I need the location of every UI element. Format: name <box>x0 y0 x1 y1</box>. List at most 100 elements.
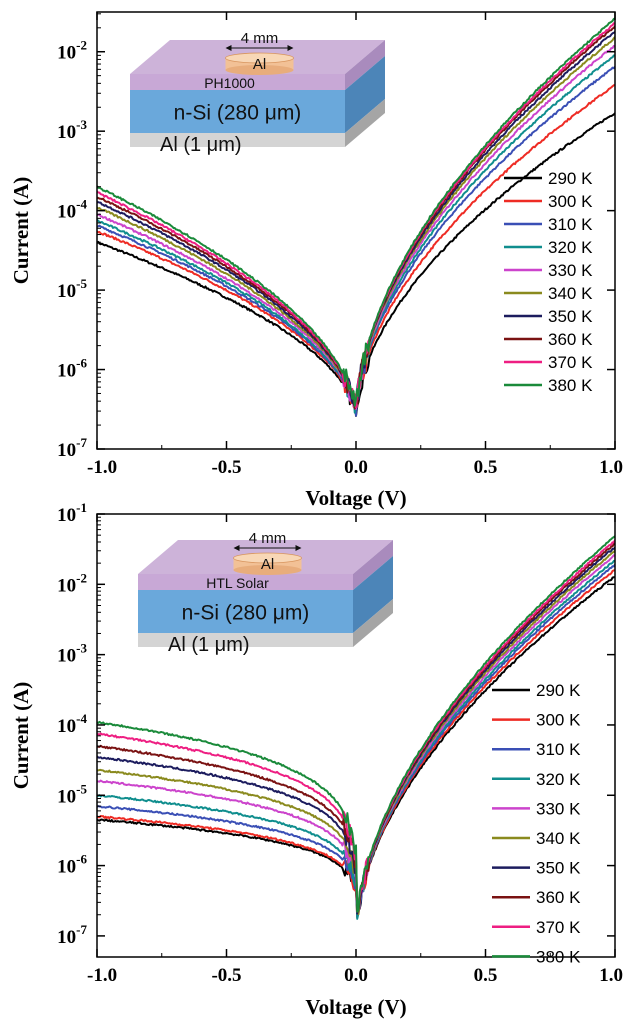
y-tick-exp: -3 <box>76 641 87 656</box>
x-tick-label: 0.0 <box>344 965 368 986</box>
y-tick-exp: -2 <box>76 570 87 585</box>
bottom-contact-label: Al (1 μm) <box>168 634 250 656</box>
y-tick-base: 10 <box>57 927 76 948</box>
x-tick-label: -0.5 <box>211 457 241 478</box>
y-tick-base: 10 <box>57 646 76 667</box>
y-tick-base: 10 <box>57 43 76 64</box>
y-tick-label: 10-3 <box>57 641 87 667</box>
y-tick-label: 10-1 <box>57 500 87 526</box>
y-tick-exp: -7 <box>76 922 87 937</box>
x-axis-title: Voltage (V) <box>305 995 406 1019</box>
y-tick-base: 10 <box>57 202 76 223</box>
device-al-side <box>353 599 393 647</box>
y-tick-exp: -5 <box>76 781 87 796</box>
y-tick-exp: -7 <box>76 435 87 450</box>
electrode-label: Al <box>261 556 274 573</box>
electrode-label: Al <box>253 56 266 73</box>
y-tick-label: 10-6 <box>57 356 87 382</box>
legend-entry: 340 K <box>548 284 593 303</box>
device-layer-side <box>353 540 393 590</box>
legend-entry: 350 K <box>536 859 581 878</box>
device-layer-front <box>130 74 345 90</box>
series-group <box>97 17 615 417</box>
substrate-label: n-Si (280 μm) <box>174 102 302 125</box>
y-axis-title: Current (A) <box>9 177 33 285</box>
device-substrate-side <box>353 556 393 633</box>
substrate-label: n-Si (280 μm) <box>182 602 310 625</box>
series-line-380k <box>97 535 615 913</box>
y-tick-base: 10 <box>57 575 76 596</box>
series-line-380k <box>97 17 615 407</box>
legend-entry: 320 K <box>536 770 581 789</box>
layer-label: HTL Solar <box>206 575 269 591</box>
device-substrate-front <box>138 590 353 633</box>
y-tick-label: 10-7 <box>57 435 87 461</box>
device-layer-side <box>345 40 385 90</box>
bottom-contact-label: Al (1 μm) <box>160 134 242 156</box>
x-tick-label: 0.0 <box>344 457 368 478</box>
legend-entry: 340 K <box>536 829 581 848</box>
y-tick-base: 10 <box>57 122 76 143</box>
y-tick-exp: -4 <box>76 711 87 726</box>
legend-entry: 290 K <box>536 681 581 700</box>
y-tick-exp: -2 <box>76 38 87 53</box>
device-substrate-side <box>345 56 385 133</box>
y-tick-exp: -3 <box>76 117 87 132</box>
y-tick-label: 10-6 <box>57 852 87 878</box>
device-al-front <box>130 133 345 147</box>
y-tick-exp: -6 <box>76 356 87 371</box>
device-al-side <box>345 99 385 147</box>
legend-entry: 330 K <box>548 261 593 280</box>
y-tick-base: 10 <box>57 281 76 302</box>
x-tick-label: 0.5 <box>474 457 498 478</box>
legend-entry: 370 K <box>548 353 593 372</box>
series-line-330k <box>97 45 615 411</box>
y-tick-base: 10 <box>57 716 76 737</box>
device-al-front <box>138 633 353 647</box>
y-axis-title: Current (A) <box>9 682 33 790</box>
x-tick-label: 0.5 <box>474 965 498 986</box>
dimension-label: 4 mm <box>241 30 279 47</box>
electrode-bottom <box>225 65 294 75</box>
chart-panel-bottom: -1.0 -0.5 0.0 0.5 1.010-710-610-510-410-310-… <box>9 500 623 1019</box>
y-tick-base: 10 <box>57 857 76 878</box>
x-tick-label: -1.0 <box>87 457 117 478</box>
series-line-310k <box>97 65 615 417</box>
y-tick-exp: -1 <box>76 500 87 515</box>
electrode-top <box>225 52 294 64</box>
y-tick-label: 10-2 <box>57 570 87 596</box>
legend-entry: 310 K <box>548 215 593 234</box>
y-tick-label: 10-7 <box>57 922 87 948</box>
x-tick-label: 1.0 <box>599 965 623 986</box>
legend-entry: 370 K <box>536 918 581 937</box>
y-tick-exp: -4 <box>76 197 87 212</box>
electrode-bottom <box>233 565 302 575</box>
device-inset: Al 4 mm HTL Solar n-Si (280 μm) Al (1 μm) <box>138 530 393 656</box>
legend-entry: 380 K <box>536 947 581 966</box>
y-tick-base: 10 <box>57 440 76 461</box>
legend-entry: 380 K <box>548 376 593 395</box>
y-tick-label: 10-2 <box>57 38 87 64</box>
y-tick-exp: -6 <box>76 852 87 867</box>
y-tick-base: 10 <box>57 361 76 382</box>
legend-entry: 360 K <box>548 330 593 349</box>
legend: 290 K 300 K 310 K 320 K 330 K 340 K 350 K 360 K… <box>504 169 593 395</box>
y-tick-base: 10 <box>57 505 76 526</box>
chart-panel-top: -1.0 -0.5 0.0 0.5 1.010-710-610-510-410-310-… <box>9 11 623 510</box>
arrow-head-left <box>225 45 232 51</box>
legend: 290 K 300 K 310 K 320 K 330 K 340 K 350 K 360 K… <box>492 681 581 966</box>
device-inset: Al 4 mm PH1000 n-Si (280 μm) Al (1 μm) <box>130 30 385 156</box>
legend-entry: 320 K <box>548 238 593 257</box>
x-tick-label: 1.0 <box>599 457 623 478</box>
legend-entry: 290 K <box>548 169 593 188</box>
legend-entry: 330 K <box>536 799 581 818</box>
electrode-top <box>233 552 302 564</box>
y-tick-exp: -5 <box>76 276 87 291</box>
y-tick-label: 10-5 <box>57 781 87 807</box>
x-tick-label: -1.0 <box>87 965 117 986</box>
series-group <box>97 535 615 920</box>
y-tick-label: 10-3 <box>57 117 87 143</box>
arrow-head-right <box>287 45 294 51</box>
y-tick-label: 10-4 <box>57 197 87 223</box>
